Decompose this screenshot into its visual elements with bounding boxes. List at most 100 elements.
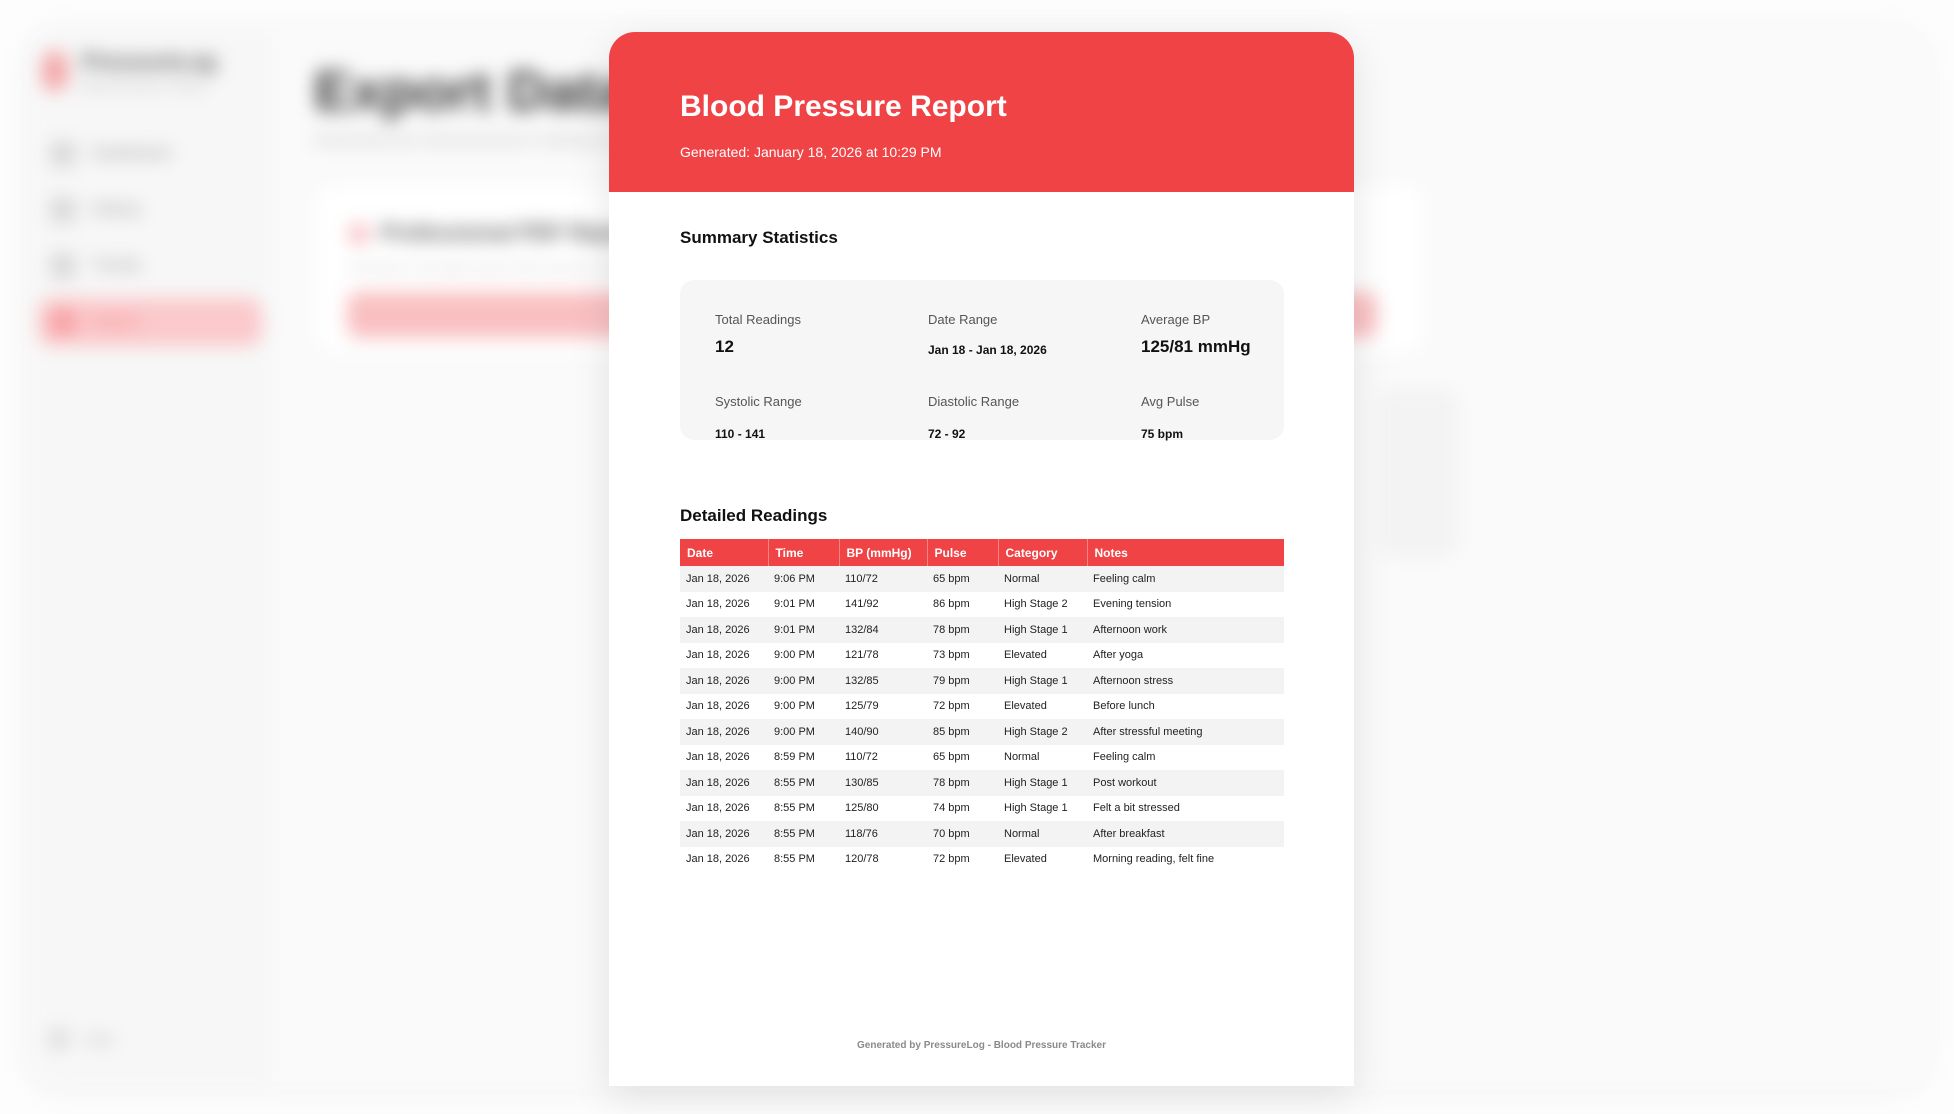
cell-pulse: 79 bpm xyxy=(927,668,998,694)
cell-time: 9:01 PM xyxy=(768,591,839,617)
stat-value: 12 xyxy=(715,337,734,356)
cell-time: 9:00 PM xyxy=(768,642,839,668)
stat-value: 75 bpm xyxy=(1141,427,1184,441)
cell-date: Jan 18, 2026 xyxy=(680,846,768,872)
summary-title: Summary Statistics xyxy=(680,228,838,247)
cell-bp: 125/80 xyxy=(839,795,927,821)
cell-time: 8:55 PM xyxy=(768,846,839,872)
sidebar-item-history[interactable]: History xyxy=(38,186,262,234)
cell-pulse: 74 bpm xyxy=(927,795,998,821)
stat-value: 110 - 141 xyxy=(715,427,766,441)
cell-date: Jan 18, 2026 xyxy=(680,795,768,821)
stat-value: 125/81 mmHg xyxy=(1141,337,1251,356)
table-row: Jan 18, 2026 8:55 PM 130/85 78 bpm High Stag… xyxy=(680,770,1284,796)
stat-label: Average BP xyxy=(1141,312,1211,327)
sidebar-footer-label: Help xyxy=(84,1031,113,1047)
cell-category: High Stage 1 xyxy=(998,617,1087,643)
report-title: Blood Pressure Report xyxy=(680,90,1007,123)
column-header-category: Category xyxy=(997,539,1087,566)
cell-category: High Stage 2 xyxy=(998,591,1087,617)
cell-bp: 140/90 xyxy=(839,719,927,745)
table-row: Jan 18, 2026 9:01 PM 132/84 78 bpm High Stag… xyxy=(680,617,1284,643)
stat-date-range: Date Range Jan 18 - Jan 18, 2026 xyxy=(928,312,1128,357)
cell-bp: 125/79 xyxy=(839,693,927,719)
sidebar-item-dashboard[interactable]: Dashboard xyxy=(38,130,262,178)
cell-pulse: 73 bpm xyxy=(927,642,998,668)
sidebar-item-export[interactable]: Export xyxy=(38,298,262,346)
detailed-readings-title: Detailed Readings xyxy=(680,506,828,525)
sidebar-footer[interactable]: Help xyxy=(48,1028,113,1050)
sidebar: PressureLog Blood Pressure Tracker Dashb… xyxy=(28,28,269,1086)
cell-time: 8:55 PM xyxy=(768,821,839,847)
cell-date: Jan 18, 2026 xyxy=(680,668,768,694)
cell-category: High Stage 1 xyxy=(998,668,1087,694)
sidebar-item-trends[interactable]: Trends xyxy=(38,242,262,290)
report-document: Blood Pressure Report Generated: January… xyxy=(609,32,1354,1086)
cell-notes: Before lunch xyxy=(1087,693,1284,719)
cell-date: Jan 18, 2026 xyxy=(680,719,768,745)
column-header-date: Date xyxy=(680,539,768,566)
cell-category: High Stage 1 xyxy=(998,770,1087,796)
cell-bp: 110/72 xyxy=(839,566,927,592)
cell-bp: 118/76 xyxy=(839,821,927,847)
cell-bp: 110/72 xyxy=(839,744,927,770)
table-header-row: Date Time BP (mmHg) Pulse Category Notes xyxy=(680,539,1284,566)
cell-category: Normal xyxy=(998,566,1087,592)
cell-time: 9:00 PM xyxy=(768,719,839,745)
cell-time: 9:06 PM xyxy=(768,566,839,592)
cell-notes: Evening tension xyxy=(1087,591,1284,617)
stat-value: Jan 18 - Jan 18, 2026 xyxy=(928,343,1047,357)
stat-label: Diastolic Range xyxy=(928,394,1020,409)
cell-notes: Afternoon stress xyxy=(1087,668,1284,694)
cell-pulse: 65 bpm xyxy=(927,744,998,770)
stat-label: Avg Pulse xyxy=(1141,394,1200,409)
readings-table-body: Jan 18, 2026 9:06 PM 110/72 65 bpm Normal Fee… xyxy=(680,566,1284,872)
cell-notes: After stressful meeting xyxy=(1087,719,1284,745)
table-row: Jan 18, 2026 9:00 PM 125/79 72 bpm Elevated B… xyxy=(680,693,1284,719)
table-row: Jan 18, 2026 9:01 PM 141/92 86 bpm High Stag… xyxy=(680,591,1284,617)
cell-category: High Stage 2 xyxy=(998,719,1087,745)
stat-avg-pulse: Avg Pulse 75 bpm xyxy=(1141,394,1341,441)
help-icon xyxy=(48,1028,70,1050)
cell-date: Jan 18, 2026 xyxy=(680,693,768,719)
cell-date: Jan 18, 2026 xyxy=(680,591,768,617)
stat-diastolic-range: Diastolic Range 72 - 92 xyxy=(928,394,1128,441)
column-header-bp: BP (mmHg) xyxy=(838,539,927,566)
cell-time: 9:00 PM xyxy=(768,693,839,719)
cell-notes: After breakfast xyxy=(1087,821,1284,847)
cell-date: Jan 18, 2026 xyxy=(680,617,768,643)
column-header-time: Time xyxy=(767,539,839,566)
cell-pulse: 85 bpm xyxy=(927,719,998,745)
stat-label: Total Readings xyxy=(715,312,801,327)
history-icon xyxy=(50,197,76,223)
table-row: Jan 18, 2026 8:55 PM 125/80 74 bpm High Stag… xyxy=(680,795,1284,821)
table-row: Jan 18, 2026 9:00 PM 121/78 73 bpm Elevated A… xyxy=(680,642,1284,668)
table-row: Jan 18, 2026 8:55 PM 120/78 72 bpm Elevated M… xyxy=(680,846,1284,872)
cell-category: High Stage 1 xyxy=(998,795,1087,821)
cell-date: Jan 18, 2026 xyxy=(680,821,768,847)
sidebar-item-label: Dashboard xyxy=(92,145,171,162)
cell-pulse: 65 bpm xyxy=(927,566,998,592)
cell-notes: Felt a bit stressed xyxy=(1087,795,1284,821)
cell-pulse: 86 bpm xyxy=(927,591,998,617)
pdf-icon xyxy=(349,224,369,244)
report-footer: Generated by PressureLog - Blood Pressur… xyxy=(857,1040,1106,1051)
cell-date: Jan 18, 2026 xyxy=(680,642,768,668)
page-subtitle: Download your blood pressure readings fo… xyxy=(314,132,705,149)
page-title: Export Data xyxy=(314,59,629,122)
cell-category: Normal xyxy=(998,744,1087,770)
cell-pulse: 72 bpm xyxy=(927,693,998,719)
cell-notes: Morning reading, felt fine xyxy=(1087,846,1284,872)
table-row: Jan 18, 2026 8:59 PM 110/72 65 bpm Normal Fee… xyxy=(680,744,1284,770)
cell-notes: Feeling calm xyxy=(1087,744,1284,770)
cell-time: 8:55 PM xyxy=(768,795,839,821)
column-header-notes: Notes xyxy=(1086,539,1284,566)
cell-notes: Post workout xyxy=(1087,770,1284,796)
cell-time: 9:00 PM xyxy=(768,668,839,694)
table-row: Jan 18, 2026 9:00 PM 132/85 79 bpm High Stag… xyxy=(680,668,1284,694)
cell-pulse: 70 bpm xyxy=(927,821,998,847)
readings-table: Date Time BP (mmHg) Pulse Category Notes… xyxy=(680,539,1284,872)
report-generated-date: Generated: January 18, 2026 at 10:29 PM xyxy=(680,144,942,160)
cell-notes: Feeling calm xyxy=(1087,566,1284,592)
